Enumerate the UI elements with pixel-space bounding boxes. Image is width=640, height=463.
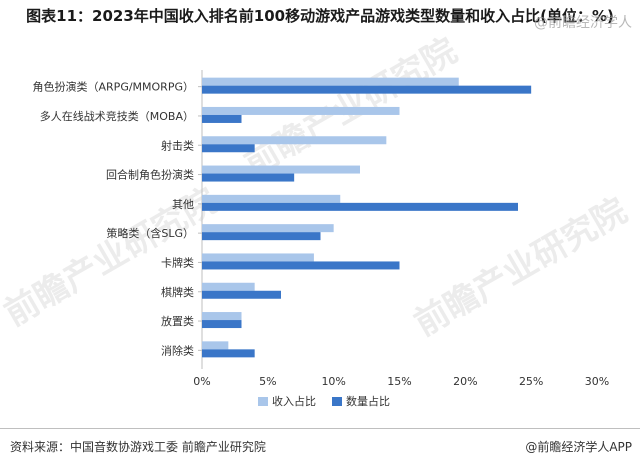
legend-label: 收入占比 (272, 394, 316, 408)
bar-income-share (202, 341, 229, 350)
bar-income-share (202, 106, 400, 115)
category-label: 角色扮演类（ARPG/MMORPG） (33, 80, 194, 94)
category-label: 消除类 (161, 343, 194, 357)
legend-swatch (258, 397, 268, 406)
bar-count-share (202, 320, 242, 329)
legend-swatch (332, 397, 342, 406)
x-tick-label: 20% (453, 375, 477, 388)
bar-income-share (202, 312, 242, 321)
category-label: 回合制角色扮演类 (106, 168, 194, 182)
bar-income-share (202, 282, 255, 291)
bar-income-share (202, 194, 341, 203)
bar-count-share (202, 144, 255, 153)
x-tick-label: 0% (193, 375, 210, 388)
x-tick-label: 25% (519, 375, 543, 388)
bar-count-share (202, 290, 281, 299)
credit-note: @前瞻经济学人APP (525, 440, 632, 454)
bar-chart: 角色扮演类（ARPG/MMORPG） 多人在线战术竞技类（MOBA） 射击类回合制角… (33, 70, 609, 408)
category-label: 多人在线战术竞技类（MOBA） (40, 109, 194, 123)
bar-count-share (202, 114, 242, 123)
category-label: 射击类 (161, 138, 194, 152)
bar-income-share (202, 224, 334, 233)
bar-count-share (202, 85, 532, 94)
bar-income-share (202, 165, 360, 174)
x-tick-label: 10% (321, 375, 345, 388)
legend-label: 数量占比 (346, 394, 390, 408)
category-label: 放置类 (161, 314, 194, 328)
x-tick-label: 5% (259, 375, 276, 388)
category-label: 棋牌类 (161, 285, 194, 299)
chart-title: 图表11：2023年中国收入排名前100移动游戏产品游戏类型数量和收入占比(单位… (26, 7, 614, 25)
bar-count-share (202, 202, 518, 211)
watermark-top: @前瞻经济学人 (534, 15, 632, 31)
bar-count-share (202, 261, 400, 270)
category-label: 策略类（含SLG） (106, 226, 194, 240)
bar-income-share (202, 77, 459, 86)
bar-count-share (202, 349, 255, 358)
x-tick-label: 30% (585, 375, 609, 388)
category-label: 其他 (172, 198, 194, 211)
category-label: 卡牌类 (161, 255, 194, 269)
bar-count-share (202, 232, 321, 241)
bar-count-share (202, 173, 295, 182)
footer: 资料来源：中国音数协游戏工委 前瞻产业研究院 @前瞻经济学人APP (0, 428, 640, 463)
source-note: 资料来源：中国音数协游戏工委 前瞻产业研究院 (10, 440, 266, 454)
bar-income-share (202, 136, 387, 145)
x-tick-label: 15% (387, 375, 411, 388)
bar-income-share (202, 253, 314, 262)
